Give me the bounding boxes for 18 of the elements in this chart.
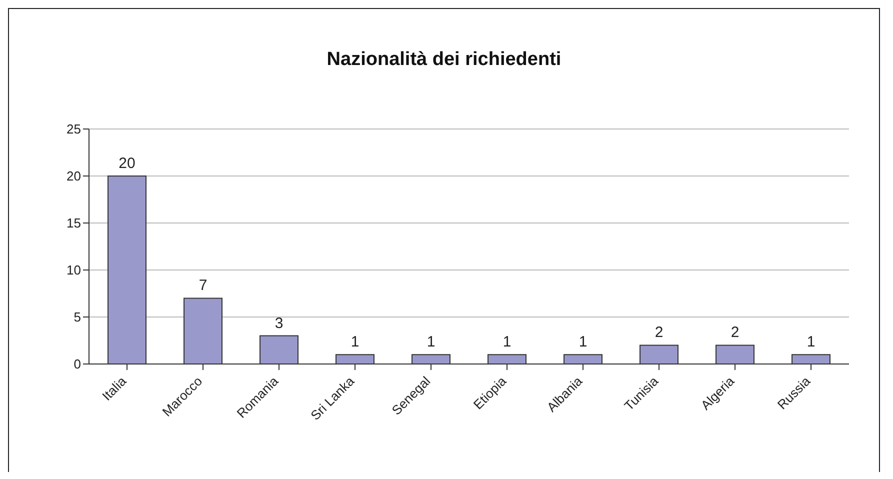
y-tick-label: 15 bbox=[66, 216, 81, 231]
data-label: 1 bbox=[578, 334, 588, 351]
y-tick-label: 25 bbox=[66, 122, 81, 137]
data-label: 7 bbox=[198, 277, 208, 294]
data-label: 1 bbox=[502, 334, 512, 351]
y-tick-label: 10 bbox=[66, 262, 81, 278]
data-label: 3 bbox=[274, 314, 284, 332]
chart-title: Nazionalità dei richiedenti bbox=[326, 49, 562, 71]
y-tick-label: 5 bbox=[74, 310, 81, 325]
data-label: 1 bbox=[806, 334, 816, 351]
x-tick-label: Italia bbox=[99, 372, 130, 404]
data-label: 2 bbox=[730, 324, 740, 342]
y-tick-label: 20 bbox=[66, 168, 81, 184]
y-tick-label: 0 bbox=[74, 356, 81, 372]
data-label: 2 bbox=[654, 324, 664, 342]
data-label: 1 bbox=[350, 334, 360, 351]
data-label: 20 bbox=[118, 155, 136, 172]
data-label: 1 bbox=[426, 334, 436, 351]
